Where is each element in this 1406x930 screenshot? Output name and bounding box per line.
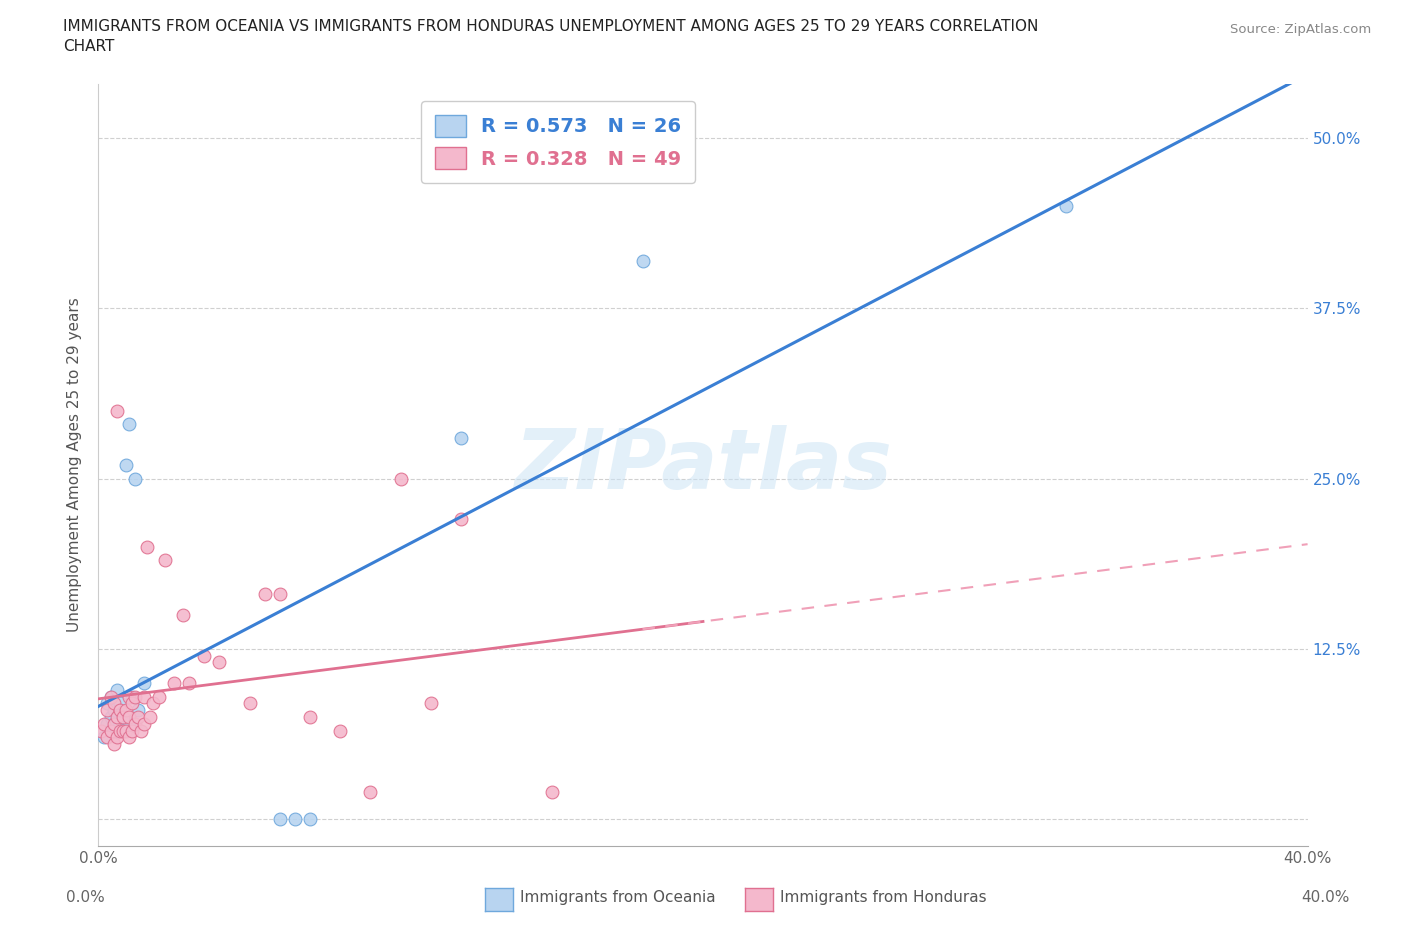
Text: ZIPatlas: ZIPatlas (515, 424, 891, 506)
Point (118, 730, 141, 745)
Point (127, 703, 149, 718)
Point (179, 675, 201, 690)
Point (148, 689, 170, 704)
Point (111, 710, 134, 724)
Point (121, 696, 143, 711)
Point (111, 724, 134, 738)
Point (132, 675, 155, 690)
Point (118, 689, 141, 704)
Point (163, 675, 186, 690)
Point (96, 696, 118, 711)
Point (121, 689, 143, 704)
Point (105, 730, 128, 745)
Point (108, 703, 131, 718)
Point (139, 710, 162, 724)
Point (142, 696, 165, 711)
Text: IMMIGRANTS FROM OCEANIA VS IMMIGRANTS FROM HONDURAS UNEMPLOYMENT AMONG AGES 25 T: IMMIGRANTS FROM OCEANIA VS IMMIGRANTS FR… (63, 19, 1039, 33)
Point (108, 716, 131, 731)
Point (1054, 199, 1077, 214)
Point (135, 539, 157, 554)
Point (124, 689, 146, 704)
Text: CHART: CHART (63, 39, 115, 54)
Point (132, 689, 155, 704)
Point (389, 472, 412, 486)
Point (90, 724, 112, 738)
Point (96, 703, 118, 718)
Point (118, 710, 141, 724)
Point (100, 724, 122, 738)
Point (299, 710, 322, 724)
Point (129, 724, 152, 738)
Point (96, 730, 118, 745)
Point (269, 812, 291, 827)
Point (103, 737, 125, 751)
Point (108, 724, 131, 738)
Point (118, 716, 141, 731)
Point (103, 703, 125, 718)
Point (103, 716, 125, 731)
Point (103, 696, 125, 711)
Point (420, 696, 443, 711)
Point (239, 696, 262, 711)
Point (124, 472, 146, 486)
Text: 40.0%: 40.0% (1302, 890, 1350, 905)
Point (105, 683, 128, 698)
Point (208, 655, 231, 670)
Point (100, 689, 122, 704)
Point (540, 784, 562, 799)
Point (111, 710, 134, 724)
Point (103, 716, 125, 731)
Point (284, 812, 307, 827)
Point (114, 703, 136, 718)
Point (121, 724, 143, 738)
Point (100, 724, 122, 738)
Point (299, 812, 322, 827)
Point (127, 710, 149, 724)
Point (124, 716, 146, 731)
Point (114, 458, 136, 472)
Point (108, 696, 131, 711)
Point (114, 724, 136, 738)
Point (105, 710, 128, 724)
Point (118, 417, 141, 432)
Text: Immigrants from Oceania: Immigrants from Oceania (520, 890, 716, 905)
Point (96, 716, 118, 731)
Point (105, 403, 128, 418)
Y-axis label: Unemployment Among Ages 25 to 29 years: Unemployment Among Ages 25 to 29 years (67, 298, 83, 632)
Point (132, 716, 155, 731)
Text: 0.0%: 0.0% (66, 890, 105, 905)
Point (450, 431, 472, 445)
Point (193, 648, 215, 663)
Point (93, 730, 115, 745)
Point (450, 512, 472, 527)
Text: Source: ZipAtlas.com: Source: ZipAtlas.com (1230, 23, 1371, 36)
Point (100, 710, 122, 724)
Point (105, 724, 128, 738)
Legend: R = 0.573   N = 26, R = 0.328   N = 49: R = 0.573 N = 26, R = 0.328 N = 49 (420, 101, 695, 183)
Point (329, 724, 352, 738)
Text: Immigrants from Honduras: Immigrants from Honduras (780, 890, 987, 905)
Point (253, 587, 276, 602)
Point (360, 784, 382, 799)
Point (100, 689, 122, 704)
Point (93, 716, 115, 731)
Point (269, 587, 291, 602)
Point (153, 552, 176, 567)
Point (631, 253, 654, 268)
Point (172, 607, 194, 622)
